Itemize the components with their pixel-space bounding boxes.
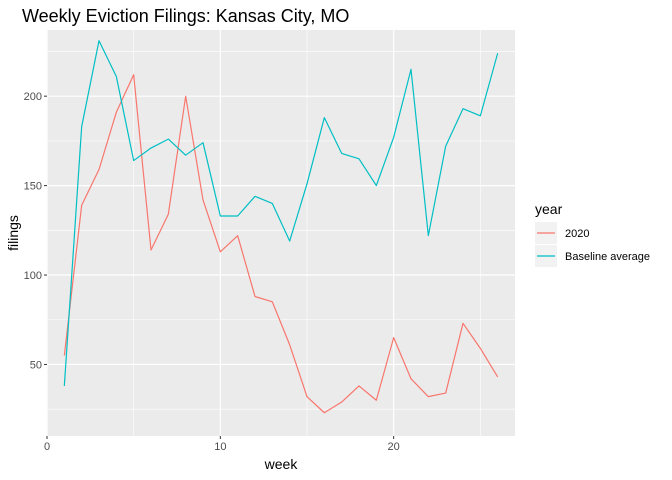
legend-title: year bbox=[535, 201, 563, 217]
y-tick-label: 100 bbox=[24, 270, 42, 282]
legend-label: Baseline average bbox=[565, 251, 650, 263]
y-tick-label: 150 bbox=[24, 181, 42, 193]
x-tick-label: 10 bbox=[214, 441, 226, 453]
y-axis-title: filings bbox=[5, 215, 21, 251]
series-lines bbox=[63, 40, 499, 414]
y-axis: 50 100 150 200 bbox=[24, 91, 47, 371]
plot-panel bbox=[47, 30, 515, 436]
legend-label: 2020 bbox=[565, 228, 589, 240]
series-line-1 bbox=[63, 40, 499, 386]
minor-gridlines bbox=[47, 30, 515, 436]
y-tick-label: 50 bbox=[30, 359, 42, 371]
x-axis-title: week bbox=[264, 456, 299, 472]
chart-title: Weekly Eviction Filings: Kansas City, MO bbox=[22, 6, 349, 26]
x-axis: 0 10 20 bbox=[44, 436, 400, 453]
series-line-0 bbox=[63, 74, 499, 414]
legend: year 2020 Baseline average bbox=[535, 201, 650, 267]
y-tick-label: 200 bbox=[24, 91, 42, 103]
major-gridlines bbox=[46, 30, 515, 436]
x-tick-label: 20 bbox=[388, 441, 400, 453]
x-tick-label: 0 bbox=[44, 441, 50, 453]
